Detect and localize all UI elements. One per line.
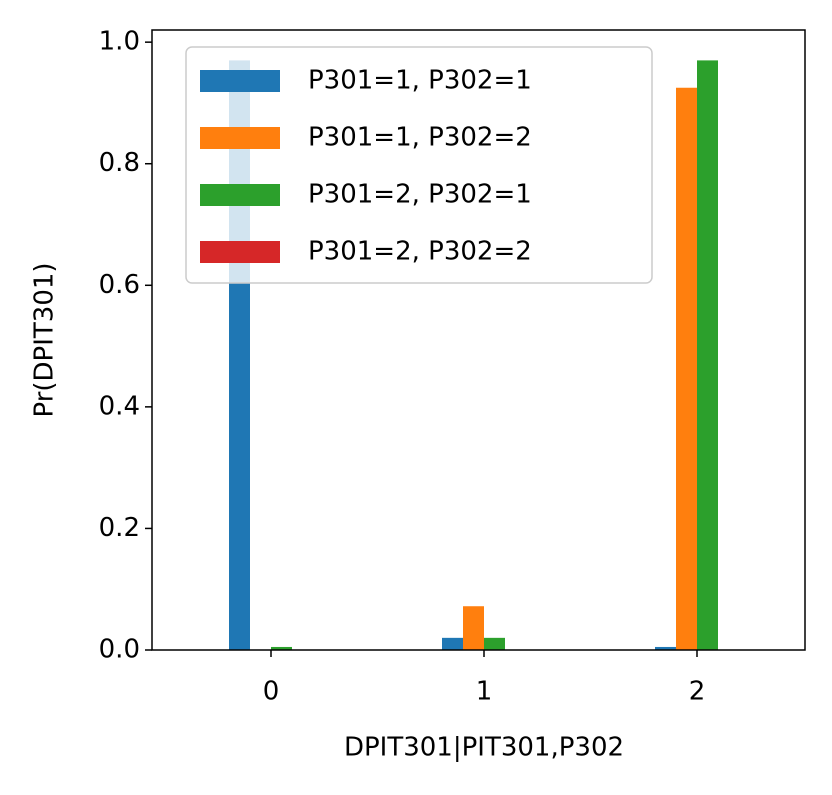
- bar: [697, 60, 718, 651]
- legend-swatch: [200, 127, 280, 149]
- y-tick-label: 0.2: [99, 513, 140, 543]
- bar: [655, 646, 676, 650]
- bar: [271, 646, 292, 650]
- legend-label: P301=1, P302=2: [308, 123, 532, 153]
- y-tick-label: 0.6: [99, 270, 140, 300]
- x-tick-label: 0: [263, 677, 280, 707]
- x-tick-label: 2: [689, 677, 706, 707]
- y-tick-label: 0.4: [99, 391, 140, 421]
- x-tick-label: 1: [476, 677, 493, 707]
- bar: [442, 637, 463, 650]
- bar: [676, 87, 697, 650]
- plot-frame: [151, 29, 806, 651]
- legend-label: P301=2, P302=1: [308, 180, 532, 210]
- x-axis-label: DPIT301|PIT301,P302: [344, 733, 624, 763]
- bar: [484, 637, 505, 650]
- legend-swatch: [200, 241, 280, 263]
- y-axis-label: Pr(DPIT301): [30, 262, 60, 417]
- bar: [463, 606, 484, 650]
- legend-swatch: [200, 70, 280, 92]
- legend-box: [185, 46, 653, 284]
- y-tick-label: 1.0: [99, 27, 140, 57]
- y-tick-label: 0.0: [99, 635, 140, 665]
- legend-label: P301=1, P302=1: [308, 66, 532, 96]
- y-tick-label: 0.8: [99, 148, 140, 178]
- legend-swatch: [200, 184, 280, 206]
- legend-label: P301=2, P302=2: [308, 237, 532, 267]
